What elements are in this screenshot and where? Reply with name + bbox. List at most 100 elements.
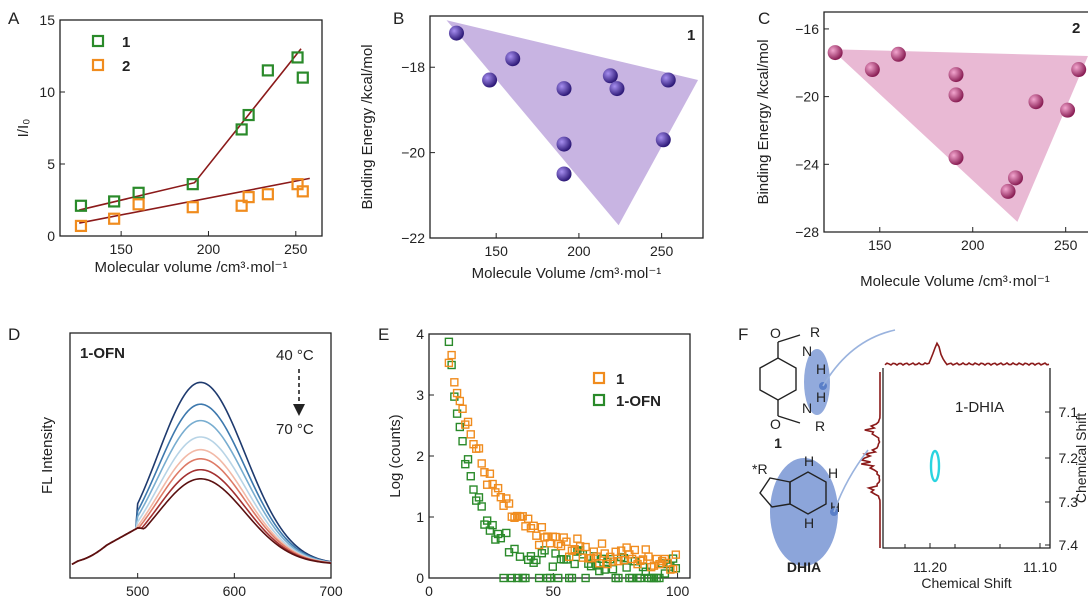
chart-D-x-tick-label: 600 bbox=[223, 583, 247, 599]
chart-E-point bbox=[529, 558, 538, 567]
chart-E-point bbox=[485, 469, 495, 478]
chart-E-point bbox=[463, 455, 473, 464]
chart-F-ylabel: Chemical Shift bbox=[1073, 413, 1088, 503]
chart-E-point bbox=[592, 561, 601, 570]
chart-A-point bbox=[108, 212, 121, 225]
chart-E-point bbox=[671, 550, 681, 559]
chart-E-point bbox=[619, 555, 629, 565]
chart-B-point bbox=[660, 72, 676, 88]
chart-E-point bbox=[556, 541, 566, 551]
chart-F-y-tick-label: 7.1 bbox=[1059, 404, 1079, 420]
chart-E-point bbox=[521, 573, 530, 583]
chart-D-frame bbox=[69, 332, 332, 579]
chart-B-y-tick-label: −22 bbox=[401, 230, 425, 246]
chart-E-point bbox=[482, 516, 492, 525]
chart-F-xlabel: Chemical Shift bbox=[921, 575, 1011, 591]
chart-E-point bbox=[581, 542, 590, 552]
chart-E-point bbox=[458, 404, 467, 413]
chart-C-point bbox=[1007, 170, 1023, 186]
chart-C-x-tick-label: 250 bbox=[1054, 237, 1078, 253]
chart-D-arrow-head bbox=[293, 404, 305, 416]
chart-E-point bbox=[444, 358, 454, 368]
chart-E-point bbox=[644, 552, 653, 561]
chart-E-point bbox=[611, 547, 620, 556]
chart-E-point bbox=[567, 573, 577, 583]
chart-E-point bbox=[496, 492, 506, 502]
chart-E-point bbox=[647, 562, 656, 572]
chart-E-point bbox=[564, 552, 574, 561]
chart-A-legend-label: 2 bbox=[122, 58, 130, 75]
chart-E-point bbox=[455, 396, 465, 406]
chart-B-point bbox=[482, 72, 498, 88]
chart-B-x-tick-label: 150 bbox=[485, 243, 509, 259]
chart-E-point bbox=[450, 378, 459, 387]
chart-D-spectrum-line bbox=[71, 381, 332, 566]
chart-C-point bbox=[1060, 102, 1076, 118]
chart-C-y-tick-label: −20 bbox=[795, 89, 819, 105]
chart-E-point bbox=[510, 513, 519, 522]
panel-label-C: C bbox=[758, 9, 770, 28]
chart-A-point bbox=[186, 201, 199, 214]
chart-D-ylabel: FL Intensity bbox=[39, 417, 56, 494]
chart-E-point bbox=[636, 573, 645, 583]
chart-A-point bbox=[74, 199, 88, 212]
chart-C-y-tick-label: −16 bbox=[795, 21, 819, 37]
structure-1-arrow bbox=[822, 329, 896, 387]
chart-E-point bbox=[562, 555, 571, 564]
chart-A-point bbox=[291, 51, 304, 64]
chart-E-point bbox=[485, 526, 495, 535]
chart-E-point bbox=[507, 573, 516, 583]
panel-label-E: E bbox=[378, 325, 389, 344]
chart-E-point bbox=[573, 534, 582, 543]
chart-C-point bbox=[948, 67, 964, 83]
structure-1-atom-label: H bbox=[816, 361, 826, 377]
chart-E-point bbox=[461, 420, 470, 429]
chart-B-x-tick-label: 200 bbox=[567, 243, 591, 259]
chart-E-point bbox=[573, 547, 582, 556]
structure-1-highlight bbox=[804, 349, 830, 415]
chart-C-series-label: 2 bbox=[1072, 20, 1080, 37]
chart-E-point bbox=[466, 472, 475, 481]
chart-A-point bbox=[261, 64, 274, 77]
structure-DHIA-prefix: *R bbox=[752, 461, 768, 477]
chart-B-point bbox=[448, 25, 464, 41]
chart-E-point bbox=[636, 556, 645, 565]
structure-1-atom-label: N bbox=[802, 400, 812, 416]
chart-E-point bbox=[540, 533, 549, 542]
chart-E-point bbox=[614, 573, 623, 583]
chart-E-point bbox=[600, 565, 609, 574]
chart-E-point bbox=[463, 417, 473, 427]
structure-1-atom-label: O bbox=[770, 416, 781, 432]
chart-A-point bbox=[74, 219, 88, 233]
chart-E-point bbox=[537, 523, 547, 532]
chart-E-point bbox=[578, 553, 588, 562]
chart-E-legend-marker bbox=[592, 371, 606, 385]
chart-E-point bbox=[515, 552, 525, 561]
chart-F-crosspeak bbox=[929, 449, 941, 483]
chart-E-point bbox=[570, 559, 579, 569]
chart-E-point bbox=[504, 499, 514, 508]
chart-C-point bbox=[1028, 94, 1044, 110]
chart-C-frame bbox=[823, 11, 1088, 233]
chart-E-legend-label: 1-OFN bbox=[616, 393, 661, 410]
chart-E-point bbox=[496, 533, 506, 543]
chart-F-top-projection bbox=[884, 341, 1050, 366]
chart-F-label: 1-DHIA bbox=[955, 399, 1004, 416]
chart-D-annotation-end: 70 °C bbox=[276, 421, 314, 438]
chart-E-point bbox=[472, 444, 481, 453]
chart-E-y-tick-label: 3 bbox=[416, 387, 424, 403]
chart-C-xlabel: Molecule Volume /cm³·mol⁻¹ bbox=[860, 273, 1050, 290]
chart-E-point bbox=[491, 535, 500, 544]
chart-A-point bbox=[296, 185, 309, 198]
chart-A-point bbox=[108, 195, 121, 208]
chart-E-point bbox=[447, 350, 456, 360]
chart-A-legend-label: 1 bbox=[122, 34, 130, 51]
chart-A-x-tick-label: 150 bbox=[109, 241, 133, 257]
structure-1-atom-label: H bbox=[816, 389, 826, 405]
chart-E-point bbox=[469, 485, 478, 494]
structure-1-label: 1 bbox=[774, 435, 782, 451]
chart-E-point bbox=[554, 573, 563, 583]
chart-E-legend-marker bbox=[592, 393, 606, 407]
chart-E-point bbox=[491, 488, 500, 497]
chart-E-point bbox=[534, 573, 544, 583]
